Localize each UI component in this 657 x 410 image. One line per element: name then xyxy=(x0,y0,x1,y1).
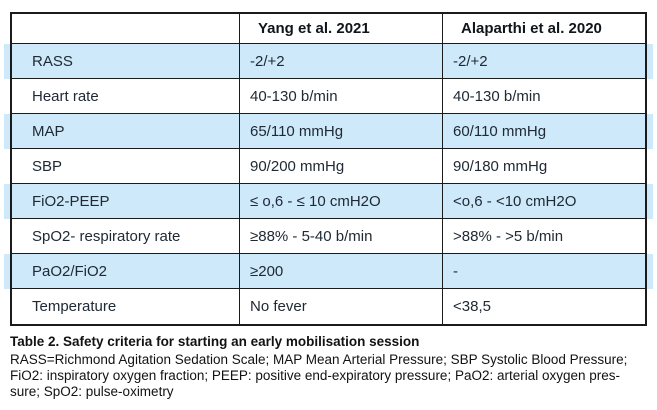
value-alaparthi: <38,5 xyxy=(443,289,645,324)
column-header-yang: Yang et al. 2021 xyxy=(240,14,443,44)
value-yang: 90/200 mmHg xyxy=(240,149,443,184)
value-yang: No fever xyxy=(240,289,443,324)
value-yang: ≤ o,6 - ≤ 10 cmH2O xyxy=(240,184,443,219)
highlight-band-right xyxy=(647,184,653,219)
row-label: Temperature xyxy=(12,289,240,324)
row-label: MAP xyxy=(12,114,240,149)
table-caption: Table 2. Safety criteria for starting an… xyxy=(10,334,420,349)
highlight-band-left xyxy=(4,184,10,219)
footnote-line: FiO2: inspiratory oxygen fraction; PEEP:… xyxy=(10,368,621,383)
row-label: PaO2/FiO2 xyxy=(12,254,240,289)
value-alaparthi: 40-130 b/min xyxy=(443,79,645,114)
highlight-band-left xyxy=(4,114,10,149)
value-yang: ≥88% - 5-40 b/min xyxy=(240,219,443,254)
highlight-band-right xyxy=(647,114,653,149)
row-label: RASS xyxy=(12,44,240,79)
empty-header-cell xyxy=(12,14,240,44)
footnote-line: RASS=Richmond Agitation Sedation Scale; … xyxy=(10,352,628,367)
value-yang: 40-130 b/min xyxy=(240,79,443,114)
table-footnote: RASS=Richmond Agitation Sedation Scale; … xyxy=(10,352,652,400)
highlight-band-left xyxy=(4,254,10,289)
value-alaparthi: 60/110 mmHg xyxy=(443,114,645,149)
safety-criteria-table: Yang et al. 2021 Alaparthi et al. 2020 R… xyxy=(10,12,647,326)
row-label: Heart rate xyxy=(12,79,240,114)
value-yang: ≥200 xyxy=(240,254,443,289)
value-alaparthi: -2/+2 xyxy=(443,44,645,79)
highlight-band-right xyxy=(647,254,653,289)
row-label: SBP xyxy=(12,149,240,184)
value-yang: -2/+2 xyxy=(240,44,443,79)
value-yang: 65/110 mmHg xyxy=(240,114,443,149)
value-alaparthi: >88% - >5 b/min xyxy=(443,219,645,254)
value-alaparthi: - xyxy=(443,254,645,289)
row-label: FiO2-PEEP xyxy=(12,184,240,219)
column-header-alaparthi: Alaparthi et al. 2020 xyxy=(443,14,645,44)
highlight-band-right xyxy=(647,44,653,79)
row-label: SpO2- respiratory rate xyxy=(12,219,240,254)
footnote-line: sure; SpO2: pulse-oximetry xyxy=(10,384,174,399)
highlight-band-left xyxy=(4,44,10,79)
value-alaparthi: 90/180 mmHg xyxy=(443,149,645,184)
value-alaparthi: <o,6 - <10 cmH2O xyxy=(443,184,645,219)
